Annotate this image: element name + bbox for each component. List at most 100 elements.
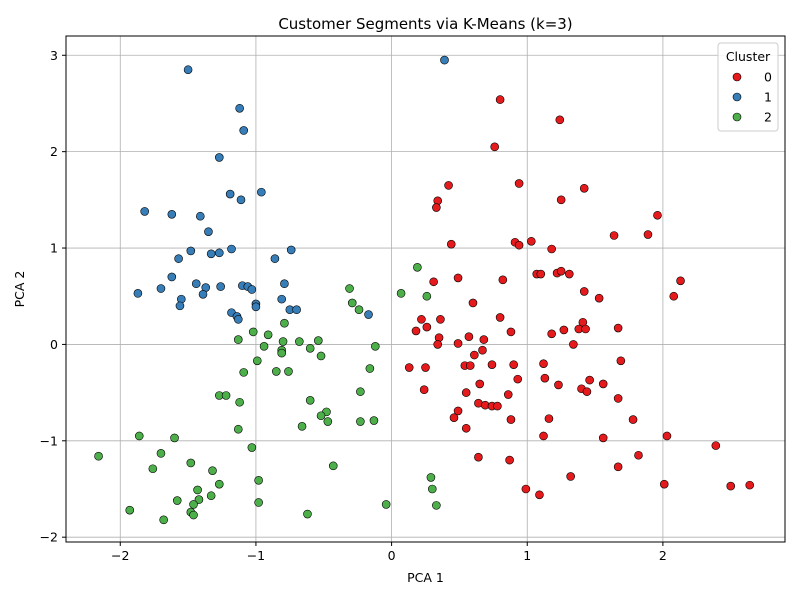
y-tick-label: 3 [50,48,58,63]
point-cluster-2 [156,449,166,458]
legend-marker-1 [732,92,742,102]
point-cluster-0 [411,326,421,336]
point-cluster-0 [564,269,574,279]
point-cluster-1 [174,254,183,263]
point-cluster-0 [446,239,456,249]
point-cluster-2 [354,305,364,315]
x-tick-label: 1 [523,548,531,563]
point-cluster-1 [233,315,243,324]
point-cluster-2 [271,367,281,376]
point-cluster-1 [236,195,246,205]
y-axis-label: PCA 2 [12,271,27,308]
point-cluster-2 [305,396,315,405]
point-cluster-0 [613,323,623,333]
point-cluster-0 [745,480,755,490]
point-cluster-2 [426,473,436,482]
point-cluster-2 [323,417,333,426]
x-axis-label: PCA 1 [407,570,444,585]
point-cluster-2 [316,351,326,361]
point-cluster-0 [579,287,589,296]
point-cluster-2 [432,501,441,510]
point-cluster-0 [676,276,685,286]
legend-label-1: 1 [764,90,772,105]
point-cluster-2 [172,496,182,505]
point-cluster-0 [495,95,505,104]
point-cluster-0 [470,350,479,360]
point-cluster-1 [214,248,224,258]
point-cluster-0 [536,269,546,279]
point-cluster-2 [189,500,198,509]
point-cluster-0 [662,431,672,441]
point-cluster-2 [277,348,287,358]
point-cluster-2 [125,505,135,515]
plot-frame [65,35,786,543]
point-cluster-2 [247,443,257,452]
point-cluster-0 [495,313,505,322]
point-cluster-1 [440,55,449,65]
point-cluster-0 [598,379,608,389]
point-cluster-2 [381,500,391,509]
point-cluster-2 [345,284,354,293]
point-cluster-0 [556,195,566,205]
data-points [94,55,755,525]
point-cluster-2 [297,422,307,431]
y-tick-label: −1 [40,433,58,448]
point-cluster-2 [278,337,288,346]
point-cluster-0 [582,387,592,396]
point-cluster-0 [444,181,453,190]
point-cluster-2 [248,327,258,337]
point-cluster-1 [156,284,166,293]
point-cluster-0 [521,484,531,494]
point-cluster-0 [616,356,626,366]
point-cluster-2 [284,367,293,376]
point-cluster-2 [422,291,432,301]
point-cluster-0 [653,210,662,220]
point-cluster-2 [427,484,437,494]
point-cluster-2 [365,364,375,373]
point-cluster-1 [206,249,216,259]
point-cluster-2 [186,458,196,468]
point-cluster-1 [257,187,266,197]
point-cluster-2 [193,485,202,495]
point-cluster-0 [669,291,679,301]
point-cluster-0 [711,441,721,450]
point-cluster-2 [94,451,103,461]
point-cluster-0 [505,455,514,465]
point-cluster-1 [167,210,177,219]
point-cluster-0 [478,345,487,355]
point-cluster-2 [239,368,249,377]
point-cluster-2 [396,289,406,298]
x-tick-label: 2 [659,548,667,563]
point-cluster-1 [364,310,373,319]
legend-marker-2 [732,112,742,122]
point-cluster-0 [506,327,516,337]
point-cluster-0 [498,275,508,285]
point-cluster-0 [461,423,471,433]
legend-marker-0 [732,72,742,82]
point-cluster-0 [432,203,441,212]
x-tick-label: −2 [111,548,129,563]
point-cluster-0 [540,373,550,383]
point-cluster-2 [233,335,243,344]
point-cluster-0 [449,413,459,422]
point-cluster-0 [479,335,489,344]
point-cluster-1 [204,227,213,236]
point-cluster-2 [328,461,338,471]
point-cluster-2 [356,387,365,396]
point-cluster-2 [214,479,224,489]
point-cluster-1 [225,189,235,199]
point-cluster-2 [148,464,158,474]
point-cluster-2 [254,498,263,507]
point-cluster-2 [280,318,289,328]
point-cluster-0 [514,240,524,250]
point-cluster-2 [369,416,379,425]
point-cluster-0 [419,385,429,395]
grid [66,36,785,542]
point-cluster-0 [539,431,548,441]
point-cluster-0 [585,375,594,385]
point-cluster-1 [286,245,296,255]
point-cluster-2 [314,336,323,345]
point-cluster-0 [544,414,554,423]
point-cluster-2 [221,391,231,400]
point-cluster-0 [503,390,513,399]
